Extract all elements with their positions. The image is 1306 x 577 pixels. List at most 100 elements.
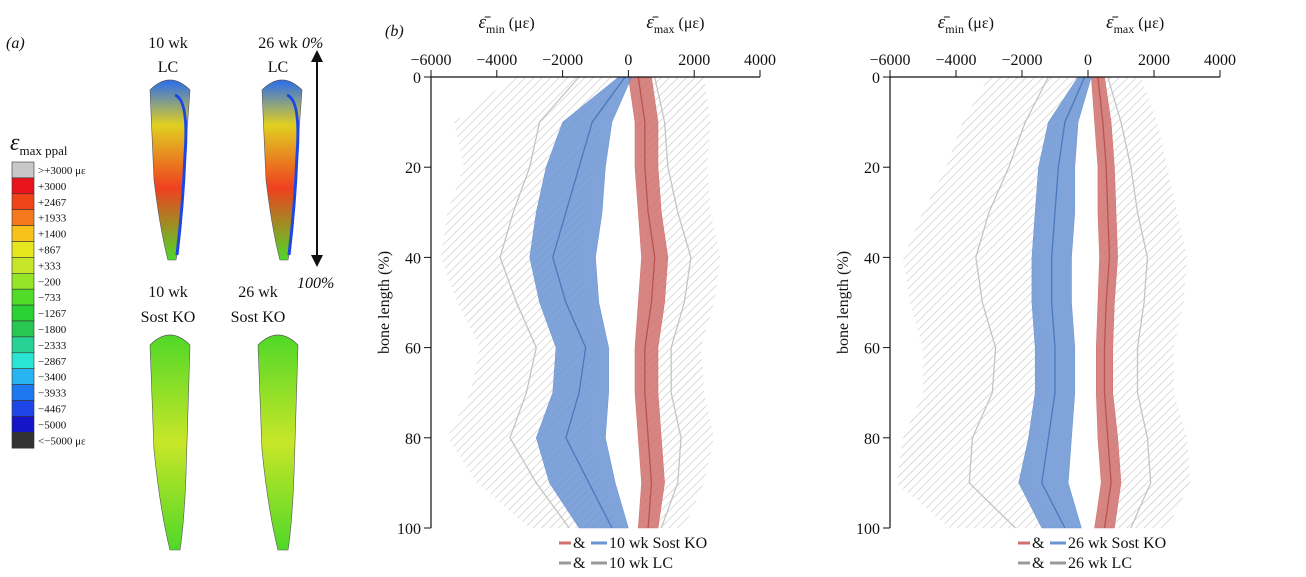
colorbar-swatch xyxy=(11,209,35,226)
bone-label: Sost KO xyxy=(231,309,286,326)
bone-images xyxy=(149,50,323,551)
x-tick-label: −6000 xyxy=(869,52,910,69)
colorbar-label: +1933 xyxy=(38,213,67,225)
band xyxy=(1094,77,1191,528)
legend-joiner: & xyxy=(1032,535,1045,552)
colorbar-swatch xyxy=(11,177,35,195)
x-axis-label: ε̄min (με) xyxy=(479,12,535,36)
colorbar-label: +2467 xyxy=(38,197,67,209)
colorbar-symbol: ε xyxy=(10,130,20,156)
mean-line xyxy=(552,76,626,529)
legend-label: 10 wk Sost KO xyxy=(609,535,707,552)
y-tick-label: 0 xyxy=(413,70,421,87)
y-axis-label: bone length (%) xyxy=(835,251,852,354)
mean-line xyxy=(654,76,692,529)
colorbar-swatch xyxy=(11,400,35,417)
colorbar-swatch xyxy=(11,431,35,449)
label-unit: (με) xyxy=(968,15,994,32)
bone-label: 26 wk xyxy=(258,35,298,52)
y-tick-label: 0 xyxy=(872,70,880,87)
mean-line xyxy=(1041,76,1086,529)
legend-joiner: & xyxy=(573,555,586,572)
y-tick-label: 40 xyxy=(405,250,421,267)
bone-label: 10 wk xyxy=(148,284,188,301)
label-sub: max xyxy=(1114,22,1135,36)
x-tick-label: 4000 xyxy=(744,52,776,69)
bone-label: Sost KO xyxy=(141,309,196,326)
arrow-label: 0% xyxy=(302,35,323,52)
colorbar-swatch xyxy=(11,241,35,258)
colorbar-label: −200 xyxy=(38,276,61,288)
arrow-label: 100% xyxy=(297,275,334,292)
mean-line xyxy=(1097,76,1112,529)
colorbar-label: +3000 xyxy=(38,181,67,193)
colorbar-swatch xyxy=(11,304,35,322)
bone-label: 10 wk xyxy=(148,35,188,52)
colorbar-label: −1267 xyxy=(38,308,67,320)
x-tick-label: −2000 xyxy=(1001,52,1042,69)
colorbar-swatch xyxy=(11,416,35,433)
x-tick-label: −4000 xyxy=(476,52,517,69)
band xyxy=(529,76,633,529)
y-tick-label: 80 xyxy=(864,431,880,448)
bone-label: LC xyxy=(158,59,178,76)
colorbar-label: −5000 xyxy=(38,419,67,431)
colorbar-swatch xyxy=(11,336,35,354)
y-tick-label: 40 xyxy=(864,250,880,267)
legend-label: 26 wk LC xyxy=(1068,555,1132,572)
x-tick-label: 0 xyxy=(624,52,632,69)
legend-label: 26 wk Sost KO xyxy=(1068,535,1166,552)
label-sub: min xyxy=(486,22,505,36)
x-tick-label: 2000 xyxy=(1138,52,1170,69)
legend-joiner: & xyxy=(1032,555,1045,572)
panel-label: (a) xyxy=(6,35,25,52)
label-unit: (με) xyxy=(509,15,535,32)
x-tick-label: 2000 xyxy=(678,52,710,69)
mean-line xyxy=(637,76,656,529)
colorbar-title: εmax ppal xyxy=(10,130,68,158)
colorbar-label: −3400 xyxy=(38,372,67,384)
y-tick-label: 100 xyxy=(856,521,880,538)
x-axis-label: ε̄max (με) xyxy=(1106,12,1164,36)
colorbar-swatch xyxy=(11,272,35,290)
colorbar-swatch xyxy=(11,193,35,211)
mean-line xyxy=(499,76,580,529)
y-tick-label: 20 xyxy=(405,160,421,177)
band xyxy=(1018,76,1092,529)
colorbar-label: +867 xyxy=(38,244,61,256)
colorbar-swatch xyxy=(11,161,35,179)
colorbar-label: −2867 xyxy=(38,356,67,368)
colorbar-swatch xyxy=(11,368,35,385)
colorbar-swatch xyxy=(11,225,35,242)
y-tick-label: 80 xyxy=(405,431,421,448)
colorbar-swatch xyxy=(11,320,35,338)
bone-label: LC xyxy=(268,59,288,76)
mean-line xyxy=(1107,76,1152,529)
colorbar-swatch xyxy=(11,384,35,401)
colorbar-label: −3933 xyxy=(38,388,67,400)
panel-label: (b) xyxy=(385,23,404,40)
x-tick-label: −4000 xyxy=(935,52,976,69)
colorbar-label: −1800 xyxy=(38,324,67,336)
label-sub: min xyxy=(945,22,964,36)
colorbar-label: −733 xyxy=(38,292,61,304)
label-sub: max xyxy=(654,22,675,36)
colorbar-label: >+3000 με xyxy=(38,165,86,177)
colorbar-swatch xyxy=(11,352,35,369)
y-tick-label: 60 xyxy=(864,341,880,358)
x-axis-label: ε̄max (με) xyxy=(646,12,704,36)
colorbar-label: <−5000 με xyxy=(38,435,86,447)
label-unit: (με) xyxy=(1138,15,1164,32)
x-axis-label: ε̄min (με) xyxy=(938,12,994,36)
y-axis-label: bone length (%) xyxy=(376,251,393,354)
y-tick-label: 60 xyxy=(405,341,421,358)
y-tick-label: 20 xyxy=(864,160,880,177)
legend-joiner: & xyxy=(573,535,586,552)
x-tick-label: 4000 xyxy=(1204,52,1236,69)
colorbar-sub: max ppal xyxy=(19,143,67,158)
mean-line xyxy=(968,76,1049,529)
label-unit: (με) xyxy=(679,15,705,32)
colorbar-label: +1400 xyxy=(38,229,67,241)
bone-label: 26 wk xyxy=(238,284,278,301)
